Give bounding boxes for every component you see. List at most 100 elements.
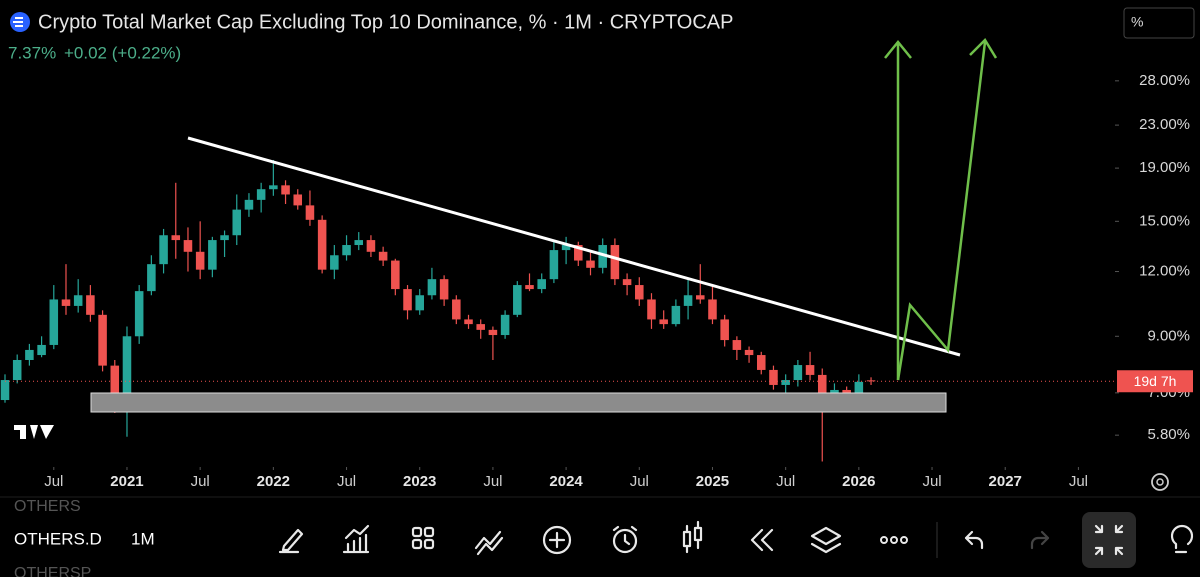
candle-body <box>171 235 181 241</box>
candle-body <box>366 240 376 252</box>
undo-tool[interactable] <box>964 530 984 550</box>
settings-gear-hub[interactable] <box>1156 478 1164 486</box>
candle-body <box>452 299 461 320</box>
candle-body <box>232 209 242 236</box>
layers-tool[interactable] <box>810 526 842 554</box>
candle-body <box>647 299 656 320</box>
x-tick-label: 2026 <box>842 473 875 490</box>
scale-button-label[interactable]: % <box>1131 14 1143 30</box>
candle-body <box>49 299 59 345</box>
candle-body <box>195 251 205 270</box>
candle-body <box>403 289 412 311</box>
candle-body <box>12 359 22 381</box>
candle-body <box>793 365 803 381</box>
settings-icon[interactable] <box>1151 473 1169 491</box>
y-tick-label: 5.80% <box>1147 426 1190 443</box>
candle-body <box>708 299 717 320</box>
candle-body <box>854 381 864 396</box>
candle-body <box>781 380 790 385</box>
compare-tool[interactable] <box>474 530 504 556</box>
x-tick-label: Jul <box>191 473 210 490</box>
price-change: +0.02 (+0.22%) <box>64 43 181 62</box>
support-zone <box>90 392 947 413</box>
alert-tool[interactable] <box>612 525 638 554</box>
plot-area: 28.00%23.00%19.00%15.00%12.00%9.00%7.00%… <box>0 72 1193 490</box>
chart-style-tool[interactable] <box>682 520 703 554</box>
redo-tool[interactable] <box>1030 530 1050 550</box>
layout-tool[interactable] <box>411 526 435 550</box>
x-tick-label: 2022 <box>257 473 290 490</box>
x-tick-label: Jul <box>922 473 941 490</box>
x-tick-label: Jul <box>1069 473 1088 490</box>
symbol-prev[interactable]: OTHERS <box>14 498 81 515</box>
symbol[interactable]: OTHERS.D <box>14 529 102 548</box>
y-tick-label: 23.00% <box>1139 116 1190 133</box>
candle-body <box>720 319 729 341</box>
candle-body <box>500 314 510 336</box>
candle-body <box>744 349 754 356</box>
candle-body <box>110 365 120 410</box>
y-tick-label: 9.00% <box>1147 327 1190 344</box>
candle-body <box>683 295 693 306</box>
x-tick-label: Jul <box>630 473 649 490</box>
ideas-tool[interactable] <box>1170 524 1194 554</box>
x-tick-label: 2025 <box>696 473 729 490</box>
last-price: 7.37% <box>8 43 56 62</box>
scale-button[interactable] <box>1123 7 1195 39</box>
candle-body <box>488 329 498 336</box>
add-tool[interactable] <box>542 525 572 555</box>
candle-body <box>98 314 107 366</box>
candle-body <box>732 340 742 350</box>
candle-body <box>598 245 607 268</box>
candle-body <box>439 279 449 300</box>
candle-body <box>805 365 815 375</box>
candle-body <box>183 240 193 252</box>
projection-arrow <box>896 37 998 381</box>
candle-body <box>537 279 546 290</box>
x-tick-label: Jul <box>483 473 502 490</box>
candle-body <box>756 355 766 370</box>
projection-arrow <box>884 40 912 380</box>
candle-body <box>610 245 620 280</box>
candle-body <box>281 185 290 195</box>
y-tick-label: 28.00% <box>1139 72 1190 89</box>
interval[interactable]: 1M <box>131 529 155 548</box>
candle-body <box>586 260 595 268</box>
candle-body <box>549 250 559 280</box>
candle-body <box>317 219 327 270</box>
candle-body <box>635 285 644 300</box>
candle-body <box>525 285 534 290</box>
candle-body <box>25 349 34 360</box>
indicators-tool[interactable] <box>342 524 370 554</box>
candle-body <box>37 344 46 356</box>
y-tick-label: 19.00% <box>1139 159 1190 176</box>
candle-body <box>208 240 217 270</box>
fullscreen-button[interactable] <box>1082 512 1136 568</box>
settings-gear[interactable] <box>1151 473 1169 491</box>
tv-logo <box>14 425 54 439</box>
x-tick-label: Jul <box>44 473 63 490</box>
candle-body <box>147 264 156 292</box>
countdown-label: 19d 7h <box>1134 373 1177 389</box>
y-tick-label: 12.00% <box>1139 263 1190 280</box>
chart-title: Crypto Total Market Cap Excluding Top 10… <box>38 11 733 33</box>
candle-body <box>220 235 229 241</box>
candle-body <box>61 299 71 306</box>
candle-body <box>696 295 705 300</box>
fullscreen-icon[interactable] <box>1094 524 1124 556</box>
candle-body <box>134 291 144 337</box>
draw-tool[interactable] <box>278 528 304 554</box>
candle-body <box>464 319 473 325</box>
candle-body <box>476 324 485 330</box>
x-tick-label: 2027 <box>989 473 1022 490</box>
replay-tool[interactable] <box>750 528 774 552</box>
more-tool[interactable] <box>880 536 908 544</box>
candle-body <box>269 185 278 190</box>
symbol-next[interactable]: OTHERSP <box>14 565 91 577</box>
candle-body <box>671 305 681 325</box>
candle-body <box>122 336 132 410</box>
candle-body <box>391 260 400 290</box>
candle-body <box>293 194 303 206</box>
candle-body <box>622 279 632 286</box>
